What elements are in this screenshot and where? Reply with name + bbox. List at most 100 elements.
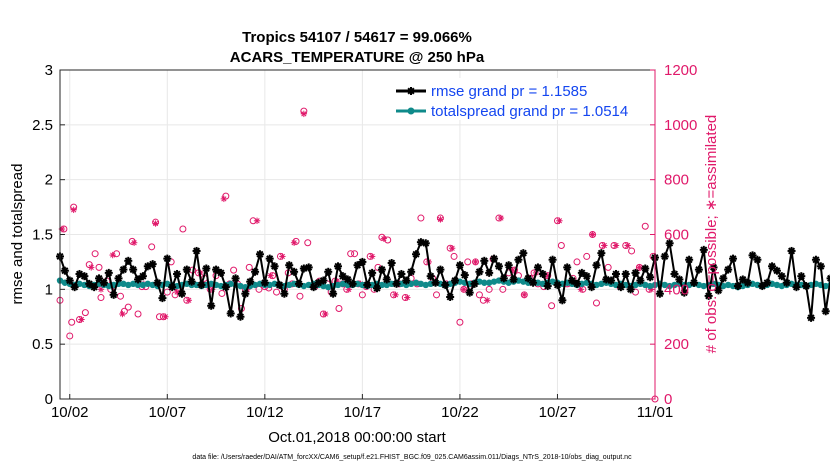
obs-possible-point (163, 288, 171, 296)
rmse-point-stroke (549, 256, 557, 264)
obs-assimilated-point (636, 264, 643, 271)
rmse-point (148, 260, 157, 269)
rmse-point (226, 309, 235, 318)
rmse-point (290, 267, 299, 276)
totalspread-point (422, 281, 429, 289)
rmse-point-stroke (193, 247, 201, 255)
obs-possible-point (628, 247, 636, 255)
rmse-point (660, 252, 669, 261)
totalspread-point (646, 282, 654, 290)
rmse-point-stroke (90, 283, 98, 291)
rmse-point-stroke (290, 268, 298, 276)
totalspread-point (632, 281, 639, 289)
rmse-point-stroke (622, 270, 630, 278)
rmse-point-stroke (744, 279, 752, 287)
rmse-point (192, 246, 201, 255)
obs-assimilated-point-stroke (291, 240, 297, 246)
rmse-point-stroke (670, 270, 679, 278)
obs-assimilated-point (88, 264, 95, 271)
obs-assimilated-point-stroke (346, 286, 352, 292)
y-axis-right-label: # of obs: o=possible; ∗=assimilated (703, 115, 720, 354)
rmse-point (324, 267, 333, 276)
obs-possible-point (557, 241, 565, 249)
legend-rmse-asterisk (407, 87, 415, 95)
rmse-point-stroke (431, 279, 440, 287)
rmse-point-stroke (778, 272, 786, 280)
rmse-point (490, 254, 499, 263)
rmse-point (431, 278, 440, 287)
rmse-point (70, 283, 79, 292)
totalspread-point (739, 282, 746, 290)
rmse-point (241, 289, 250, 298)
totalspread-point (237, 282, 244, 290)
rmse-point (572, 279, 581, 288)
y-tick-label: 1 (45, 281, 53, 298)
y-right-tick-label: 1000 (664, 117, 697, 134)
obs-assimilated-point-stroke (636, 264, 643, 271)
rmse-point (373, 284, 382, 293)
rmse-point (60, 266, 69, 275)
rmse-point (607, 276, 616, 285)
rmse-point-stroke (749, 251, 757, 259)
rmse-point (694, 265, 703, 274)
rmse-point-stroke (675, 275, 683, 283)
rmse-point-stroke (275, 281, 284, 289)
obs-possible-point (273, 288, 281, 296)
rmse-point (426, 272, 435, 281)
obs-assimilated-point (70, 206, 77, 214)
rmse-point (592, 261, 601, 270)
rmse-point-stroke (534, 263, 542, 271)
rmse-point-stroke (285, 261, 293, 269)
totalspread-point (505, 279, 512, 286)
x-tick-label: 10/02 (51, 404, 89, 421)
obs-assimilated-point (162, 313, 169, 320)
rmse-point (285, 261, 294, 270)
rmse-point (519, 249, 528, 258)
rmse-point (597, 249, 606, 258)
obs-assimilated-point (152, 220, 159, 227)
rmse-point (397, 269, 406, 278)
obs-assimilated-point-stroke (221, 196, 227, 202)
y-right-tick-label: 200 (664, 336, 689, 353)
obs-possible-point (347, 250, 355, 258)
obs-assimilated-point-stroke (119, 311, 126, 317)
totalspread-point (286, 281, 293, 289)
rmse-point (119, 265, 128, 274)
y-tick-label: 0.5 (32, 336, 53, 353)
rmse-point (646, 273, 655, 282)
x-tick-label: 11/01 (637, 404, 673, 421)
obs-possible-point (68, 318, 76, 326)
rmse-point-stroke (822, 307, 830, 315)
rmse-point-stroke (95, 274, 103, 282)
totalspread-point (490, 278, 498, 285)
rmse-point-stroke (80, 272, 88, 280)
rmse-point (265, 254, 274, 263)
rmse-point-stroke (729, 255, 737, 263)
totalspread-point (129, 280, 137, 288)
totalspread-point (666, 282, 673, 290)
obs-possible-point (134, 310, 142, 318)
rmse-point (485, 268, 494, 277)
rmse-point-stroke (271, 262, 279, 270)
obs-possible-point (179, 225, 187, 233)
obs-possible-point (351, 250, 359, 258)
rmse-point (816, 262, 825, 271)
rmse-point (368, 268, 377, 277)
rmse-point-stroke (261, 279, 269, 287)
obs-assimilated-point (300, 110, 308, 118)
rmse-point-stroke (383, 275, 391, 283)
obs-assimilated-point (97, 286, 105, 293)
rmse-point (216, 268, 225, 277)
rmse-point (709, 263, 718, 272)
rmse-point (392, 279, 401, 288)
rmse-point-stroke (631, 269, 640, 277)
rmse-point (187, 277, 196, 286)
rmse-point-stroke (280, 290, 288, 298)
rmse-point-stroke (607, 277, 615, 285)
rmse-point (714, 286, 723, 295)
rmse-point (504, 261, 513, 270)
rmse-point-stroke (324, 268, 332, 276)
obs-assimilated-point-stroke (589, 231, 596, 238)
rmse-point (470, 279, 479, 288)
rmse-point-stroke (783, 279, 791, 287)
